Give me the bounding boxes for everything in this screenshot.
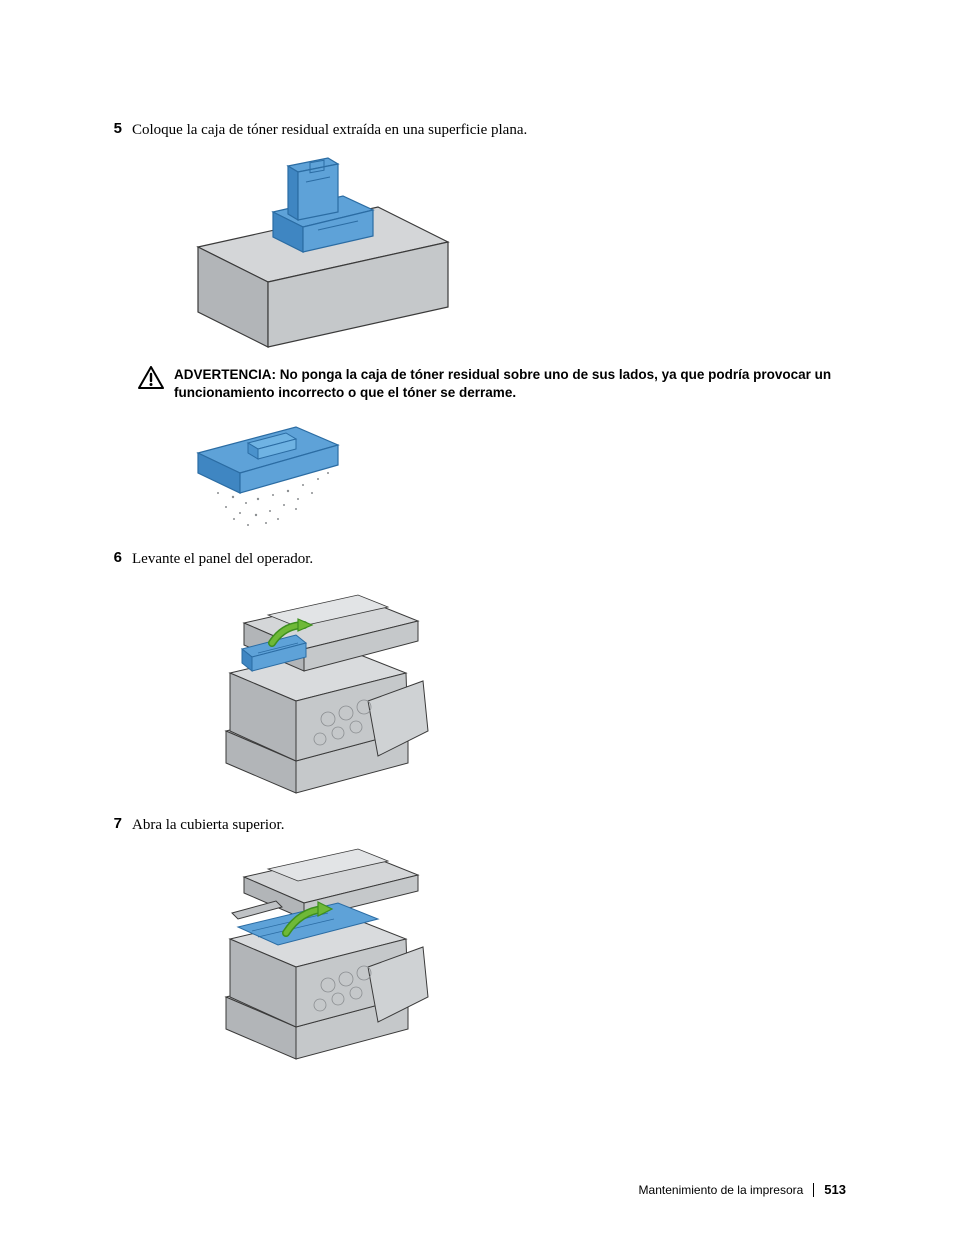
warning-label: ADVERTENCIA: [174,367,276,382]
figure-toner-box-on-surface [178,152,854,352]
warning-block: ADVERTENCIA: No ponga la caja de tóner r… [138,366,854,402]
warning-icon [138,366,166,395]
warning-text: ADVERTENCIA: No ponga la caja de tóner r… [174,366,854,402]
step-number: 5 [108,120,132,137]
step-number: 7 [108,815,132,832]
step-text: Abra la cubierta superior. [132,815,284,835]
step-number: 6 [108,549,132,566]
step-7: 7 Abra la cubierta superior. [108,815,854,835]
step-6: 6 Levante el panel del operador. [108,549,854,569]
step-text: Levante el panel del operador. [132,549,313,569]
footer-page-number: 513 [824,1182,846,1197]
footer-separator [813,1183,814,1197]
figure-raise-operator-panel [208,581,854,801]
page-footer: Mantenimiento de la impresora 513 [639,1182,846,1197]
footer-section: Mantenimiento de la impresora [639,1183,804,1197]
figure-toner-box-wrong [178,415,854,535]
figure-open-top-cover [208,847,854,1067]
step-text: Coloque la caja de tóner residual extraí… [132,120,527,140]
step-5: 5 Coloque la caja de tóner residual extr… [108,120,854,140]
